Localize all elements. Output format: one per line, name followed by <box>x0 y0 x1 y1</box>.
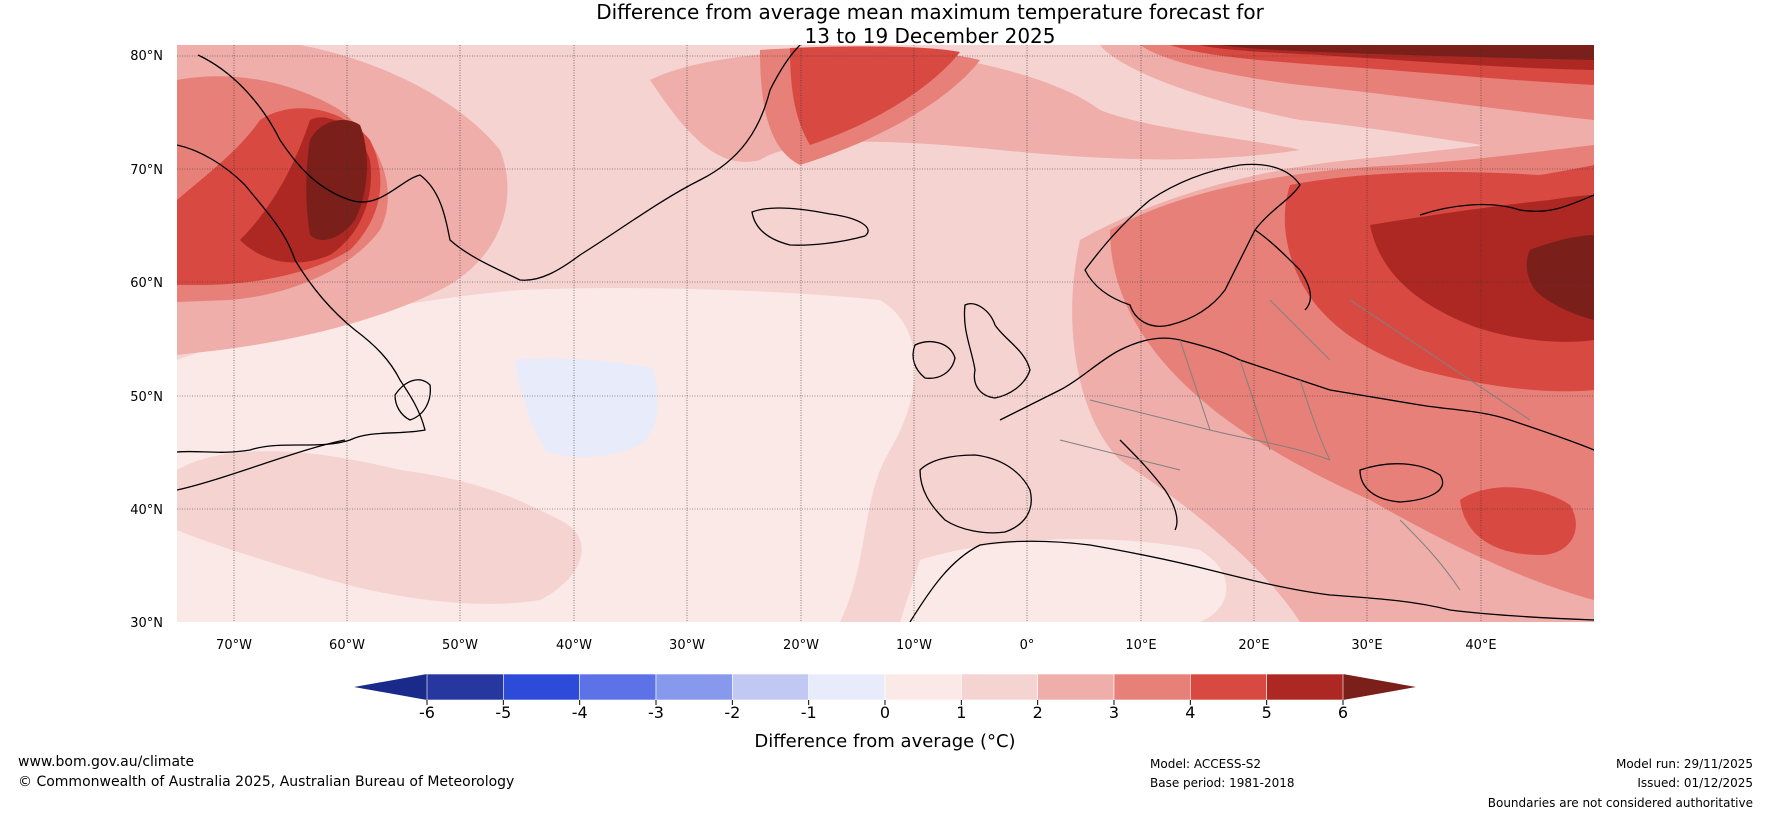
colorbar-segment <box>732 673 809 701</box>
coast-iceland <box>751 207 869 246</box>
lon-label-20e: 20°E <box>1238 638 1269 653</box>
coast-africa <box>909 540 1594 622</box>
footer-copyright: © Commonwealth of Australia 2025, Austra… <box>18 774 515 790</box>
colorbar-tick-label: 6 <box>1338 703 1348 722</box>
colorbar-segment <box>1190 673 1267 701</box>
colorbar-under-arrow <box>354 674 427 700</box>
lon-label-30w: 30°W <box>669 638 705 653</box>
colorbar-ticks: -6 -5 -4 -3 -2 -1 0 1 2 3 4 5 6 <box>419 700 1348 722</box>
coast-greenland <box>197 45 801 281</box>
colorbar-segment <box>655 673 733 701</box>
lat-label-40: 40°N <box>130 503 163 518</box>
lon-label-20w: 20°W <box>783 638 819 653</box>
lat-label-30: 30°N <box>130 616 163 631</box>
colorbar-segment <box>426 673 504 701</box>
colorbar-segment <box>961 673 1038 701</box>
border-7 <box>1269 299 1331 361</box>
lon-label-40e: 40°E <box>1465 638 1496 653</box>
colorbar: -6 -5 -4 -3 -2 -1 0 1 2 3 4 5 6 Difference from aver… <box>354 673 1416 752</box>
colorbar-tick-label: -4 <box>572 703 588 722</box>
lon-label-40w: 40°W <box>556 638 592 653</box>
lon-label-10w: 10°W <box>896 638 932 653</box>
coastlines <box>177 45 1594 622</box>
lat-label-80: 80°N <box>130 49 163 64</box>
coast-nova-scotia <box>177 439 346 491</box>
border-8 <box>1399 519 1461 591</box>
lon-label-30e: 30°E <box>1351 638 1382 653</box>
longitude-labels: 70°W 60°W 50°W 40°W 30°W 20°W 10°W 0° 10… <box>216 638 1497 653</box>
colorbar-tick-label: -1 <box>801 703 817 722</box>
coast-norway <box>1084 163 1301 327</box>
colorbar-tick-label: 5 <box>1262 703 1272 722</box>
chart-title: Difference from average mean maximum tem… <box>0 0 1770 48</box>
lon-label-50w: 50°W <box>442 638 478 653</box>
footer-disclaimer: Boundaries are not considered authoritat… <box>1487 796 1753 810</box>
border-6 <box>1349 299 1531 421</box>
lon-label-0: 0° <box>1020 638 1035 653</box>
colorbar-tick-label: 1 <box>956 703 966 722</box>
footer-model-run: Model run: 29/11/2025 <box>1615 757 1753 771</box>
border-3 <box>1299 379 1331 461</box>
border-4 <box>1089 399 1331 461</box>
anomaly-over6-labrador <box>306 120 367 240</box>
colorbar-tick-label: 2 <box>1033 703 1043 722</box>
colorbar-tick-label: -3 <box>648 703 664 722</box>
gridlines <box>177 45 1594 622</box>
lon-label-60w: 60°W <box>329 638 365 653</box>
latitude-labels: 80°N 70°N 60°N 50°N 40°N 30°N <box>130 49 163 631</box>
lat-label-70: 70°N <box>130 163 163 178</box>
colorbar-tick-label: -2 <box>724 703 740 722</box>
anomaly-1-2-patch <box>177 451 582 604</box>
coast-italy <box>1119 439 1178 531</box>
footer-model: Model: ACCESS-S2 <box>1150 757 1262 771</box>
colorbar-tick-label: -5 <box>495 703 511 722</box>
footer-website: www.bom.gov.au/climate <box>18 754 195 770</box>
colorbar-segment <box>1113 673 1191 701</box>
coast-black-sea <box>1359 463 1444 503</box>
border-5 <box>1059 439 1181 471</box>
colorbar-segment <box>808 673 886 701</box>
anomaly-4-5-turkey <box>1460 487 1576 555</box>
country-borders <box>1059 299 1531 591</box>
coast-finland <box>1254 229 1312 311</box>
colorbar-segment <box>503 673 580 701</box>
footer-base-period: Base period: 1981-2018 <box>1150 776 1295 790</box>
coast-iberia <box>919 454 1032 534</box>
map-area <box>177 45 1594 622</box>
coast-russia-north <box>1419 194 1594 216</box>
colorbar-segments <box>426 673 1344 701</box>
footer-issued: Issued: 01/12/2025 <box>1637 776 1753 790</box>
coast-ireland <box>912 341 956 379</box>
colorbar-tick-label: 0 <box>880 703 890 722</box>
anomaly-minus1-0 <box>515 358 658 458</box>
title-line-1: Difference from average mean maximum tem… <box>596 0 1264 24</box>
colorbar-tick-label: -6 <box>419 703 435 722</box>
colorbar-segment <box>579 673 657 701</box>
anomaly-0-1-med <box>900 539 1227 622</box>
colorbar-tick-label: 4 <box>1185 703 1195 722</box>
colorbar-segment <box>1037 673 1115 701</box>
title-line-2: 13 to 19 December 2025 <box>804 24 1056 48</box>
colorbar-over-arrow <box>1343 674 1416 700</box>
lat-label-60: 60°N <box>130 276 163 291</box>
border-1 <box>1179 339 1211 431</box>
lon-label-10e: 10°E <box>1125 638 1156 653</box>
anomaly-4-5-greenland-east <box>790 46 960 145</box>
lat-label-50: 50°N <box>130 390 163 405</box>
colorbar-segment <box>1266 673 1344 701</box>
colorbar-segment <box>884 673 962 701</box>
colorbar-tick-label: 3 <box>1109 703 1119 722</box>
coast-labrador <box>177 144 426 453</box>
coast-europe <box>999 337 1594 451</box>
colorbar-label: Difference from average (°C) <box>754 731 1015 752</box>
lon-label-70w: 70°W <box>216 638 252 653</box>
anomaly-over6-east <box>1526 235 1594 320</box>
anomaly-5-6-east <box>1370 195 1594 342</box>
coast-newfoundland <box>394 379 431 421</box>
border-2 <box>1239 359 1271 451</box>
coast-great-britain <box>963 303 1031 399</box>
